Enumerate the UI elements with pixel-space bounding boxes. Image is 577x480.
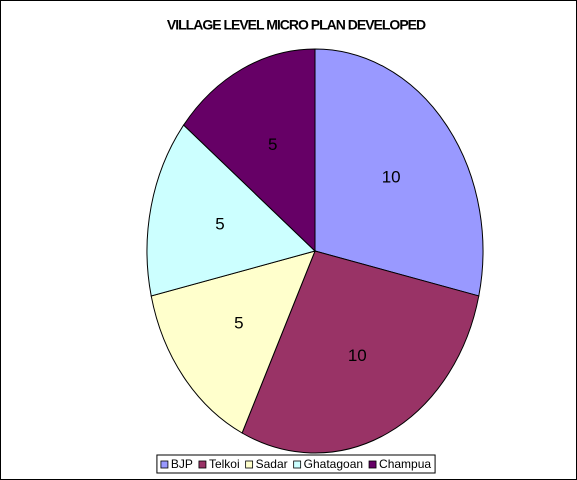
data-label: 10 xyxy=(382,167,401,186)
pie-slice xyxy=(183,48,316,253)
legend-label: BJP xyxy=(171,457,193,471)
data-label: 5 xyxy=(234,314,243,333)
legend: BJP Telkoi Sadar Ghatagoan Champua xyxy=(156,454,436,474)
legend-label: Champua xyxy=(379,457,431,471)
legend-swatch xyxy=(245,460,254,469)
legend-label: Ghatagoan xyxy=(304,457,363,471)
data-label: 10 xyxy=(348,346,367,365)
legend-swatch xyxy=(368,460,377,469)
pie-slice xyxy=(146,124,316,297)
legend-swatch xyxy=(160,460,169,469)
legend-swatch xyxy=(293,460,302,469)
data-label: 5 xyxy=(215,214,224,233)
data-label: 5 xyxy=(268,135,277,154)
legend-label: Telkoi xyxy=(209,457,240,471)
pie-slice xyxy=(241,250,480,454)
pie-slice xyxy=(314,48,484,297)
legend-swatch xyxy=(198,460,207,469)
chart-title: VILLAGE LEVEL MICRO PLAN DEVELOPED xyxy=(167,17,426,33)
pie-slice xyxy=(150,250,316,434)
legend-label: Sadar xyxy=(256,457,288,471)
